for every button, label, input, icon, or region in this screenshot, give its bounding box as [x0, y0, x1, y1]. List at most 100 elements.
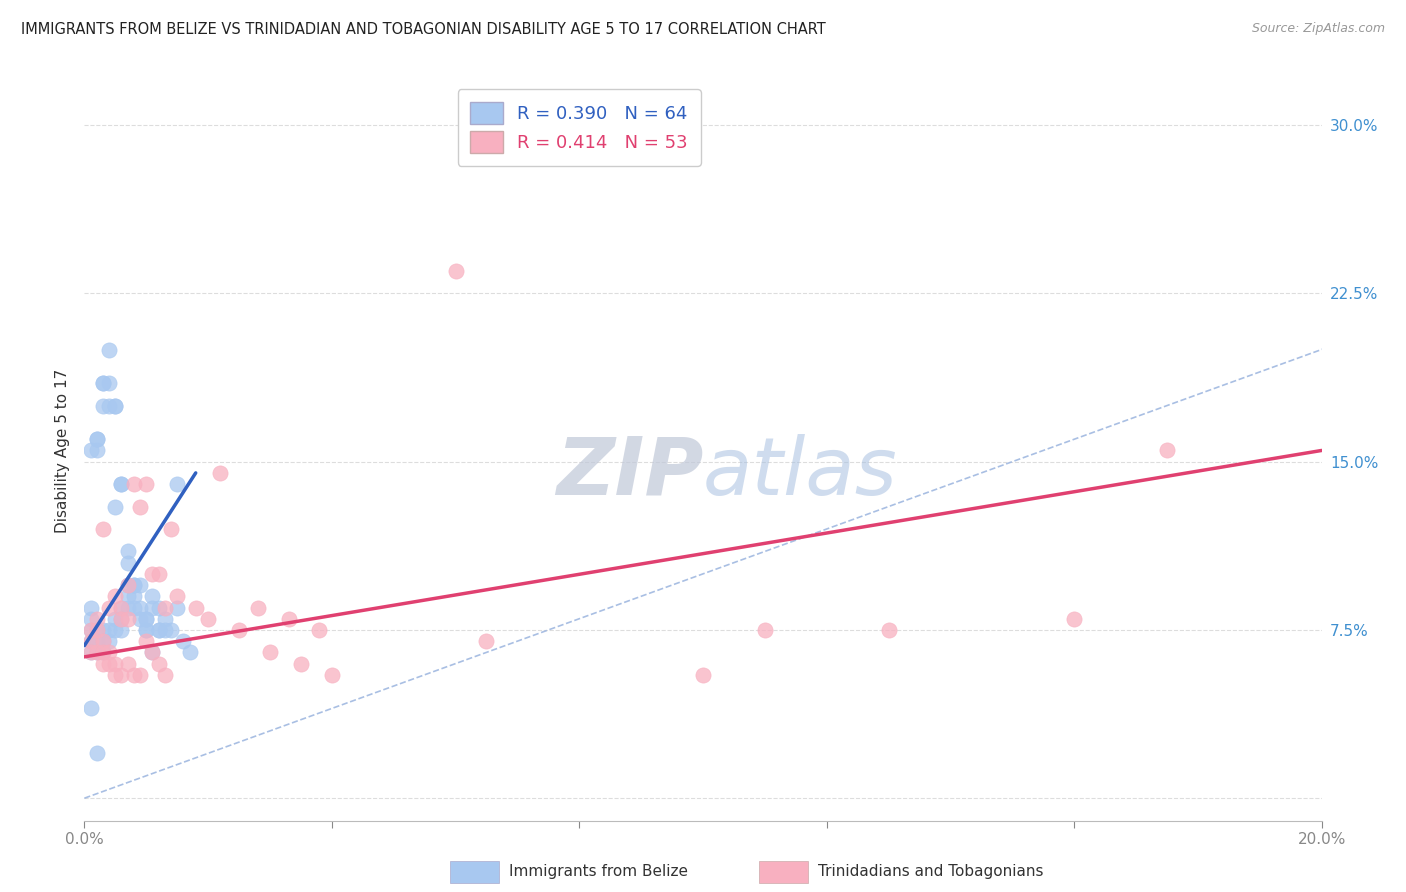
Point	[184, 600, 207, 615]
Point	[321, 668, 343, 682]
Point	[153, 612, 176, 626]
Point	[110, 600, 132, 615]
Point	[86, 623, 108, 637]
Point	[98, 600, 121, 615]
Text: Trinidadians and Tobagonians: Trinidadians and Tobagonians	[818, 864, 1043, 879]
Point	[79, 623, 101, 637]
Point	[98, 634, 121, 648]
Point	[104, 500, 127, 514]
Point	[98, 376, 121, 391]
Point	[117, 578, 139, 592]
Point	[117, 657, 139, 671]
Point	[129, 612, 152, 626]
Point	[86, 432, 108, 446]
Point	[228, 623, 250, 637]
Point	[104, 399, 127, 413]
Point	[246, 600, 269, 615]
Point	[148, 623, 170, 637]
Point	[91, 645, 114, 659]
Point	[117, 589, 139, 603]
Point	[259, 645, 281, 659]
Point	[79, 612, 101, 626]
Point	[135, 477, 157, 491]
Point	[98, 657, 121, 671]
Point	[110, 623, 132, 637]
Point	[98, 623, 121, 637]
Point	[79, 623, 101, 637]
Point	[141, 600, 163, 615]
Point	[197, 612, 219, 626]
Point	[153, 668, 176, 682]
Point	[141, 589, 163, 603]
Point	[86, 612, 108, 626]
Point	[91, 634, 114, 648]
Point	[98, 343, 121, 357]
Point	[148, 657, 170, 671]
Point	[172, 634, 194, 648]
Point	[98, 645, 121, 659]
Point	[117, 600, 139, 615]
Point	[79, 634, 101, 648]
Point	[148, 566, 170, 581]
Point	[122, 578, 145, 592]
Point	[148, 623, 170, 637]
Point	[1063, 612, 1085, 626]
Point	[104, 589, 127, 603]
Point	[141, 645, 163, 659]
Point	[122, 589, 145, 603]
Point	[110, 477, 132, 491]
Point	[91, 376, 114, 391]
Point	[91, 657, 114, 671]
Point	[104, 623, 127, 637]
Point	[104, 657, 127, 671]
Point	[91, 376, 114, 391]
Point	[141, 566, 163, 581]
Point	[86, 432, 108, 446]
Point	[135, 623, 157, 637]
Text: ZIP: ZIP	[555, 434, 703, 512]
Point	[166, 600, 188, 615]
Point	[104, 399, 127, 413]
Point	[179, 645, 201, 659]
Point	[110, 477, 132, 491]
Legend: R = 0.390   N = 64, R = 0.414   N = 53: R = 0.390 N = 64, R = 0.414 N = 53	[458, 89, 700, 166]
Point	[1156, 443, 1178, 458]
Point	[79, 634, 101, 648]
Point	[754, 623, 776, 637]
Point	[91, 634, 114, 648]
Point	[91, 623, 114, 637]
Point	[79, 600, 101, 615]
Point	[209, 466, 232, 480]
Point	[129, 600, 152, 615]
Point	[277, 612, 299, 626]
Point	[135, 612, 157, 626]
Point	[290, 657, 312, 671]
Point	[122, 578, 145, 592]
Point	[86, 645, 108, 659]
Point	[86, 747, 108, 761]
Point	[475, 634, 498, 648]
Point	[86, 623, 108, 637]
Point	[160, 623, 183, 637]
Point	[110, 668, 132, 682]
Point	[692, 668, 714, 682]
Point	[308, 623, 330, 637]
Point	[148, 600, 170, 615]
Point	[129, 578, 152, 592]
Point	[141, 645, 163, 659]
Point	[91, 645, 114, 659]
Point	[122, 477, 145, 491]
Point	[110, 612, 132, 626]
Point	[79, 645, 101, 659]
Point	[153, 623, 176, 637]
Point	[110, 600, 132, 615]
Point	[91, 522, 114, 536]
Point	[129, 668, 152, 682]
Y-axis label: Disability Age 5 to 17: Disability Age 5 to 17	[55, 368, 70, 533]
Point	[86, 645, 108, 659]
Text: atlas: atlas	[703, 434, 898, 512]
Point	[79, 443, 101, 458]
Text: Source: ZipAtlas.com: Source: ZipAtlas.com	[1251, 22, 1385, 36]
Point	[110, 612, 132, 626]
Point	[135, 623, 157, 637]
